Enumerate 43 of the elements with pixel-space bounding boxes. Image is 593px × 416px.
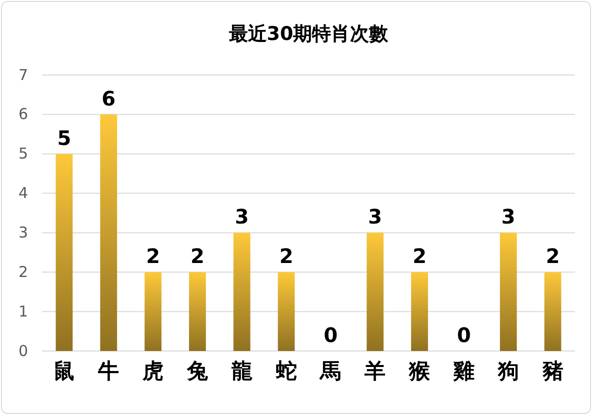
- chart-title: 最近30期特肖次數: [228, 23, 390, 45]
- y-tick-label: 4: [18, 184, 28, 202]
- bar: [500, 232, 517, 351]
- bar: [366, 232, 384, 351]
- x-tick-label: 龍: [230, 358, 252, 383]
- x-tick-label: 羊: [364, 358, 386, 383]
- bar: [411, 272, 428, 351]
- x-tick-label: 鼠: [54, 358, 75, 383]
- x-tick-label: 雞: [452, 358, 474, 383]
- y-tick-label: 2: [18, 262, 28, 281]
- y-tick-label: 0: [18, 342, 28, 360]
- y-tick-label: 1: [18, 302, 28, 320]
- data-label: 2: [190, 244, 204, 268]
- bar: [544, 272, 562, 351]
- data-label: 0: [456, 323, 471, 347]
- data-label: 3: [501, 204, 516, 229]
- bar: [56, 154, 73, 351]
- bar: [189, 272, 206, 351]
- x-tick-label: 猴: [408, 358, 432, 383]
- x-tick-label: 虎: [142, 358, 164, 383]
- x-tick-label: 蛇: [274, 358, 297, 383]
- x-tick-label: 兔: [186, 358, 209, 383]
- data-label: 2: [412, 244, 427, 268]
- x-tick-label: 豬: [541, 358, 564, 383]
- bar: [278, 272, 295, 351]
- y-tick-label: 5: [18, 144, 28, 163]
- x-tick-label: 狗: [496, 358, 519, 383]
- data-label: 6: [102, 86, 116, 110]
- data-label: 3: [234, 204, 249, 229]
- data-label: 2: [146, 244, 160, 268]
- bar: [144, 272, 162, 351]
- x-tick-label: 牛: [97, 358, 120, 383]
- bar: [233, 232, 250, 351]
- data-label: 2: [546, 244, 560, 268]
- data-label: 3: [368, 204, 382, 229]
- data-label: 0: [324, 323, 338, 347]
- y-tick-label: 6: [18, 105, 28, 124]
- y-tick-label: 3: [18, 224, 28, 242]
- y-tick-label: 7: [18, 66, 28, 84]
- x-tick-label: 馬: [319, 358, 342, 383]
- data-label: 2: [279, 244, 294, 268]
- bar: [100, 114, 118, 351]
- data-label: 5: [57, 126, 72, 150]
